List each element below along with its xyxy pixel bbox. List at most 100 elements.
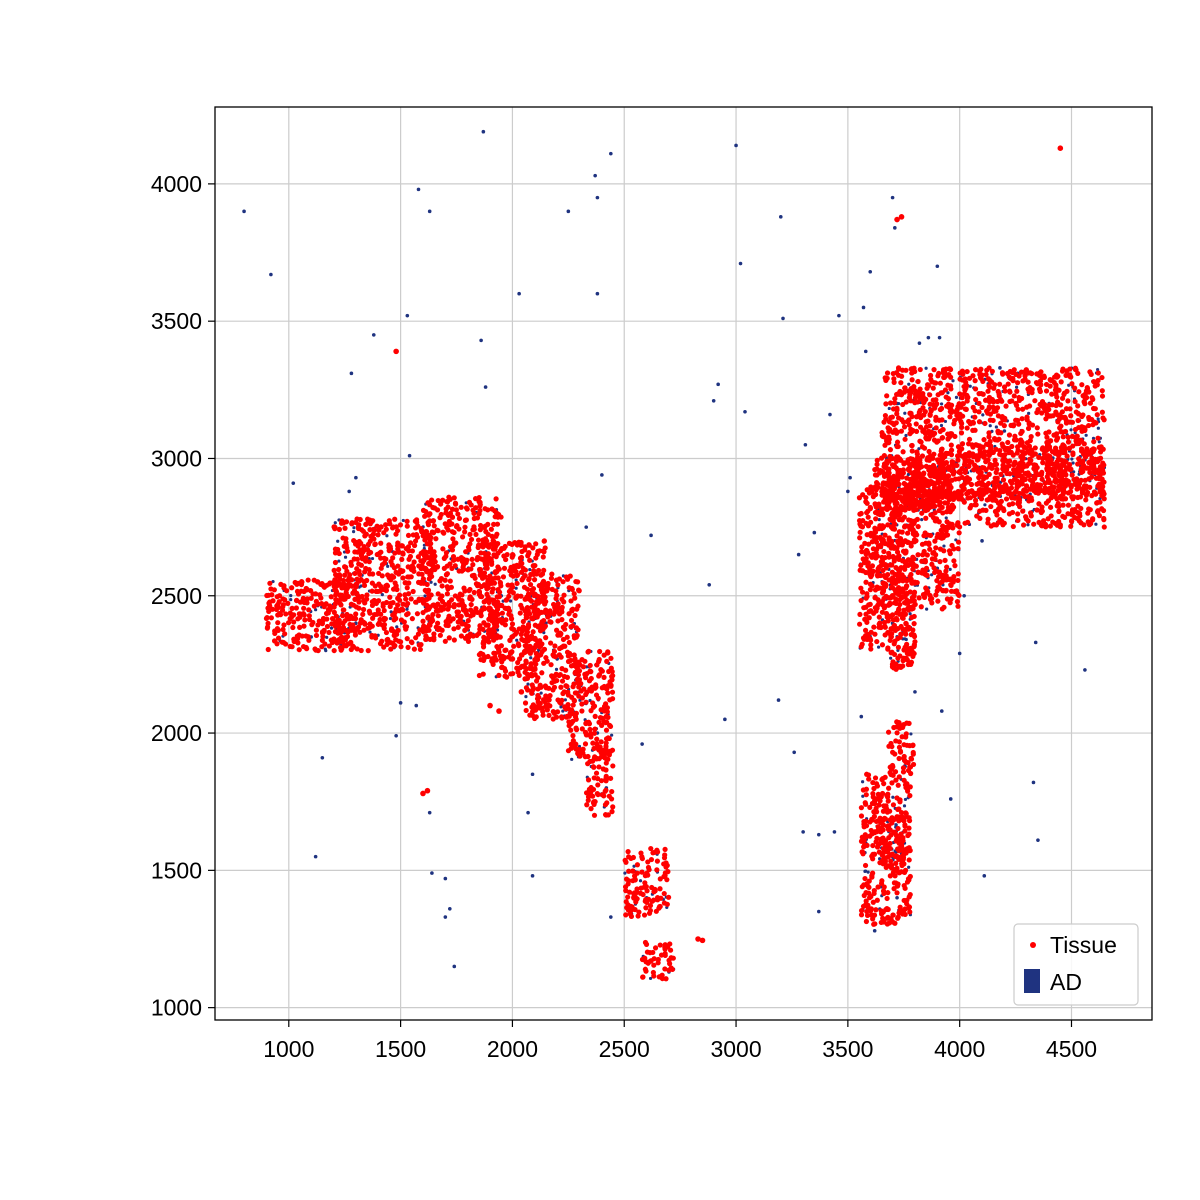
tissue-point (441, 555, 447, 561)
tissue-point (1067, 406, 1073, 412)
tissue-point (484, 591, 490, 597)
tissue-point (388, 646, 394, 652)
tissue-point (399, 543, 405, 549)
ad-point (570, 757, 574, 761)
tissue-point (921, 445, 928, 451)
ad-point (566, 209, 571, 214)
tissue-point (551, 648, 558, 655)
tissue-point (570, 711, 576, 717)
tissue-point (372, 541, 378, 547)
tissue-point (961, 486, 967, 492)
tissue-point (411, 542, 418, 549)
tissue-point (887, 453, 893, 460)
tissue-point (356, 594, 363, 600)
tissue-point (460, 607, 467, 613)
tissue-point (595, 791, 601, 798)
ad-point (925, 607, 929, 611)
tissue-point (404, 518, 410, 524)
tissue-point (1081, 463, 1087, 470)
ad-point (778, 215, 783, 219)
ad-point (314, 608, 318, 612)
tissue-point (1101, 524, 1107, 530)
tissue-point (268, 615, 274, 621)
tissue-point (941, 374, 947, 380)
ad-point (908, 612, 912, 616)
tissue-point (887, 600, 893, 606)
ad-point (443, 915, 448, 919)
tissue-point (923, 585, 929, 591)
tissue-point (313, 627, 319, 633)
tissue-point (585, 777, 592, 783)
ad-point (837, 313, 841, 318)
tissue-point (873, 516, 879, 522)
tissue-point (1060, 502, 1066, 508)
tissue-point (349, 520, 355, 526)
tissue-point (920, 428, 926, 434)
tissue-point (891, 379, 897, 386)
tissue-point (885, 645, 891, 651)
tissue-point (980, 391, 986, 397)
tissue-point (1069, 472, 1075, 478)
tissue-point (1075, 461, 1081, 467)
tissue-point (876, 614, 882, 620)
tissue-point (427, 636, 433, 642)
tissue-point (604, 800, 610, 806)
tissue-point (882, 603, 888, 609)
tissue-point (568, 617, 575, 624)
tissue-point (399, 556, 405, 562)
tissue-point (481, 634, 487, 640)
tissue-point (987, 411, 994, 417)
tissue-point (942, 557, 948, 563)
tissue-point (999, 452, 1005, 458)
tissue-point (521, 584, 528, 590)
tissue-point (388, 559, 394, 565)
tissue-point (506, 593, 512, 599)
tissue-point (408, 540, 414, 546)
tissue-point (295, 636, 301, 642)
tissue-point (559, 666, 565, 672)
ad-point (609, 915, 613, 919)
tissue-point (549, 673, 555, 679)
tissue-point (344, 586, 350, 592)
tissue-point (1101, 496, 1107, 502)
tissue-point (319, 629, 326, 635)
tissue-point (475, 555, 482, 561)
tissue-point (365, 519, 371, 526)
tissue-point (566, 713, 572, 719)
ad-point (1083, 668, 1087, 672)
tissue-point (948, 442, 954, 448)
tissue-point (558, 654, 564, 660)
tissue-point (899, 529, 905, 535)
tissue-point (478, 550, 484, 556)
tissue-point (451, 495, 457, 501)
tissue-point (653, 908, 659, 914)
tissue-point (321, 584, 327, 590)
tissue-point (271, 638, 278, 644)
tissue-point (456, 526, 462, 532)
tissue-point (560, 636, 567, 643)
tissue-point (582, 729, 589, 735)
tissue-point (964, 368, 970, 375)
tissue-point (957, 391, 963, 397)
tissue-point (550, 601, 557, 608)
tissue-point (604, 709, 610, 715)
tissue-point (1003, 403, 1009, 409)
ad-point (909, 732, 913, 736)
ad-point (561, 709, 565, 713)
tissue-point (548, 575, 555, 581)
tissue-point (369, 602, 376, 608)
tissue-point (563, 706, 569, 712)
tissue-point (1079, 413, 1085, 420)
tissue-point (1072, 385, 1078, 391)
tissue-point (408, 596, 414, 602)
tissue-point (543, 607, 549, 613)
tissue-point (868, 642, 874, 648)
tissue-point (1006, 374, 1012, 380)
tissue-point (1059, 395, 1066, 401)
tissue-point (281, 622, 287, 628)
tissue-point (471, 589, 477, 596)
tissue-point (468, 502, 474, 508)
tissue-point (943, 577, 949, 583)
tissue-point (306, 613, 312, 619)
